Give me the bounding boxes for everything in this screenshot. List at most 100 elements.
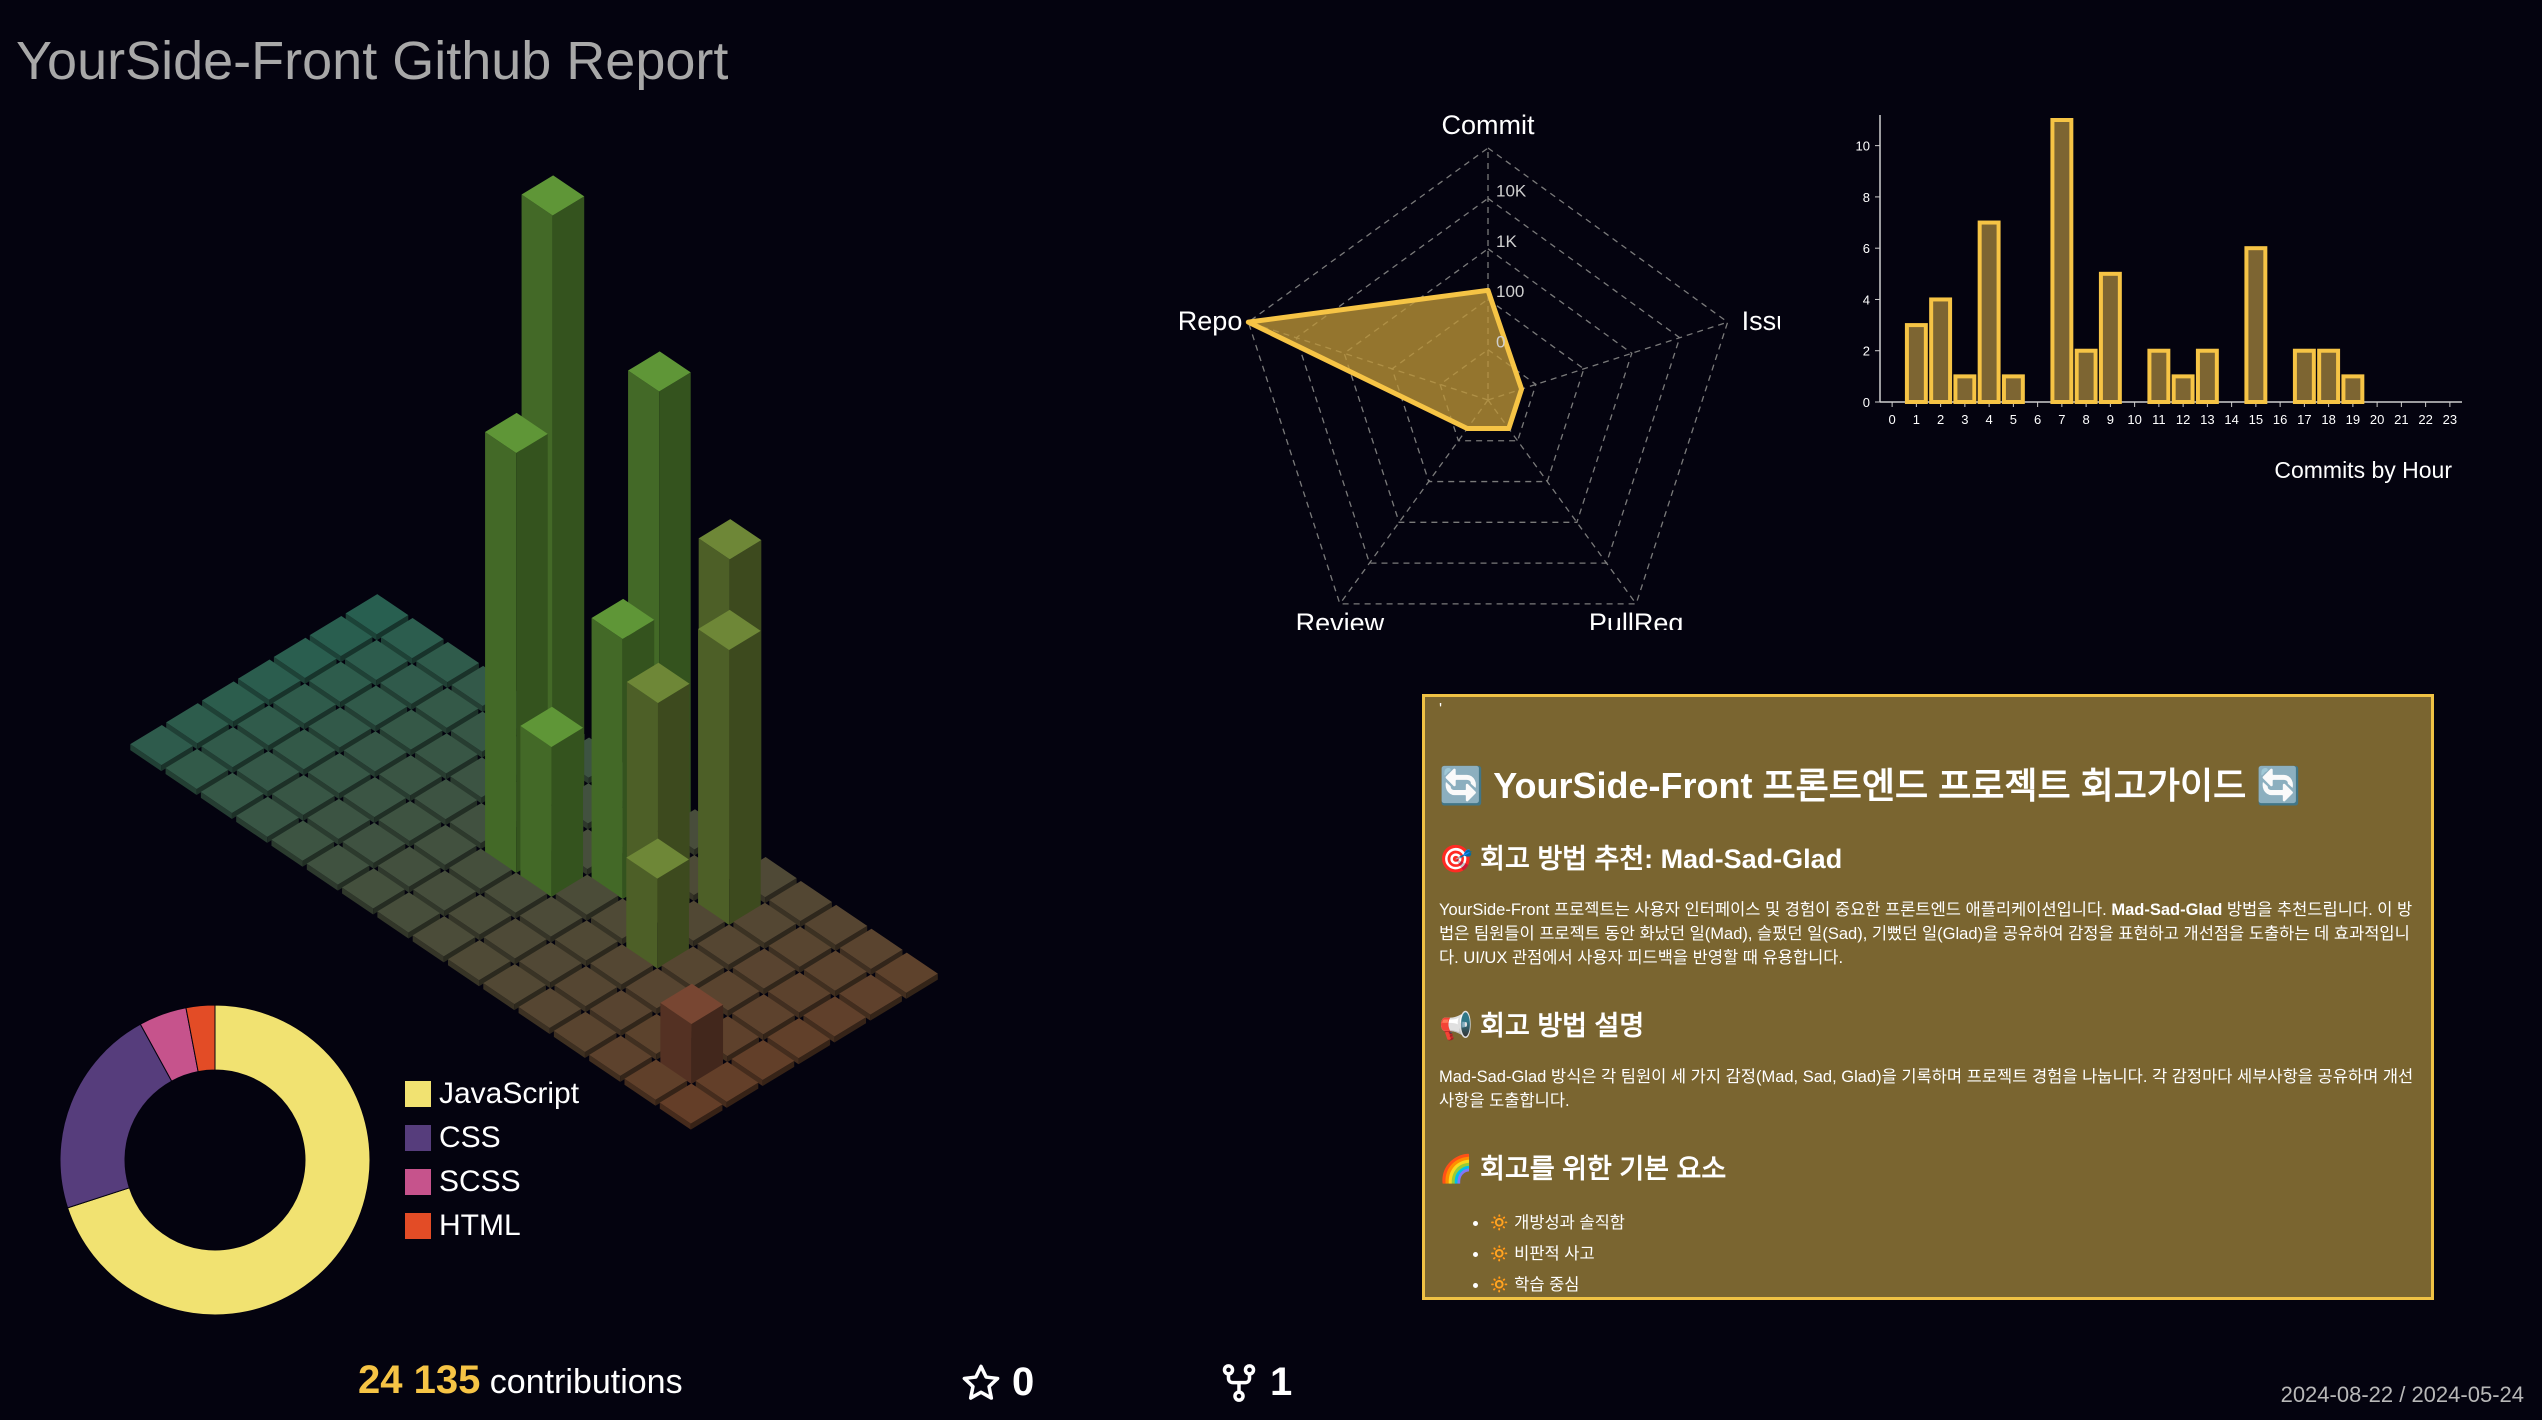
star-icon <box>962 1364 1000 1400</box>
cell-face-right <box>445 800 478 826</box>
stars-count: 0 <box>960 1360 1034 1405</box>
page-title: YourSide-Front Github Report <box>16 31 729 91</box>
contribution-cell <box>553 1011 617 1058</box>
cell-face-right <box>800 901 832 928</box>
cell-face-top <box>415 733 478 774</box>
cell-face-left <box>589 1054 621 1082</box>
x-tick-label: 4 <box>1986 412 1993 427</box>
cell-face-left <box>698 629 730 926</box>
fork-icon <box>1222 1363 1256 1402</box>
contribution-cell <box>518 987 582 1035</box>
cell-face-top <box>271 820 335 861</box>
cell-face-top <box>519 896 583 937</box>
cell-face-left <box>731 1059 763 1087</box>
cell-face-left <box>342 841 374 869</box>
retro-heading-text: YourSide-Front 프론트엔드 프로젝트 회고가이드 <box>1493 765 2247 806</box>
cell-face-left <box>343 750 375 778</box>
cell-face-top <box>626 662 690 703</box>
legend-item-scss: SCSS <box>405 1160 579 1204</box>
cell-face-left <box>697 943 729 971</box>
cell-face-left <box>201 746 233 774</box>
contribution-cell <box>589 989 653 1037</box>
cell-face-right <box>267 771 300 798</box>
x-tick-label: 11 <box>2152 412 2166 427</box>
cell-face-top <box>589 1035 652 1076</box>
cell-face-right <box>232 748 265 774</box>
contribution-cell <box>519 942 582 989</box>
cell-face-right <box>340 636 373 663</box>
cell-face-left <box>344 704 376 732</box>
cell-face-left <box>450 730 483 758</box>
section-title-text: 회고 방법 추천: Mad-Sad-Glad <box>1480 844 1843 874</box>
cell-face-right <box>550 963 582 989</box>
x-tick-label: 23 <box>2443 412 2457 427</box>
cell-face-top <box>379 755 442 796</box>
cell-face-right <box>304 658 337 684</box>
cell-face-left <box>309 635 341 663</box>
cell-face-right <box>375 706 408 732</box>
cell-face-right <box>339 728 372 754</box>
cell-face-right <box>409 821 442 848</box>
radar-area <box>1245 287 1525 432</box>
cell-face-left <box>415 752 447 780</box>
cell-face-right <box>479 915 512 941</box>
cell-face-top <box>520 706 584 747</box>
radar-axis-label-review: Review <box>1296 608 1385 630</box>
cell-face-left <box>485 432 517 874</box>
cell-face-left <box>803 1015 835 1043</box>
cell-face-right <box>412 639 444 665</box>
cell-face-left <box>660 1002 692 1084</box>
radar-scale-label: 1K <box>1496 232 1517 251</box>
sun-icon: 🔅 <box>1489 1245 1510 1263</box>
legend-swatch <box>405 1125 431 1151</box>
contribution-cell <box>624 1059 688 1106</box>
contribution-cell <box>484 872 548 919</box>
contribution-cell <box>309 661 372 708</box>
cell-face-left <box>449 822 481 850</box>
cell-face-top <box>732 948 796 989</box>
contribution-cell <box>378 800 442 848</box>
list-item: 🔅 학습 중심 <box>1489 1270 2417 1297</box>
cell-face-top <box>732 994 795 1035</box>
cell-face-top <box>306 844 370 885</box>
cell-face-right <box>835 925 868 952</box>
list-item: 🔅 비판적 사고 <box>1489 1239 2417 1270</box>
retro-heading: 🔄 YourSide-Front 프론트엔드 프로젝트 회고가이드 🔄 <box>1439 757 2417 809</box>
cell-face-left <box>272 748 304 776</box>
forks-count: 1 <box>1218 1360 1292 1405</box>
cell-face-left <box>661 965 693 993</box>
cell-face-top <box>519 942 582 983</box>
cell-face-right <box>302 841 335 867</box>
contribution-tower <box>698 609 761 926</box>
cell-face-left <box>165 768 197 796</box>
contribution-cell <box>661 946 725 993</box>
legend-label: JavaScript <box>439 1077 580 1110</box>
cell-face-top <box>659 1083 723 1124</box>
cell-face-right <box>373 843 406 869</box>
cell-face-top <box>307 798 371 839</box>
cell-face-left <box>309 680 341 708</box>
bar-hour-1 <box>1904 323 1928 404</box>
section-text-part: YourSide-Front 프로젝트는 사용자 인터페이스 및 경험이 중요한… <box>1439 901 2112 919</box>
contribution-cell <box>413 824 477 871</box>
cell-face-left <box>380 682 412 710</box>
y-tick-label: 0 <box>1863 395 1870 410</box>
cell-face-right <box>447 662 479 689</box>
cell-face-right <box>621 965 654 991</box>
cell-face-left <box>767 1037 799 1065</box>
cell-face-left <box>448 913 480 941</box>
cell-face-top <box>484 872 548 913</box>
bar-hour-11 <box>2147 348 2171 405</box>
cell-face-right <box>268 726 301 752</box>
x-tick-label: 2 <box>1937 412 1944 427</box>
sun-icon: 🔅 <box>1489 1276 1510 1294</box>
contribution-calendar-3d <box>130 175 938 1130</box>
cell-face-left <box>273 656 305 684</box>
legend-item-javascript: JavaScript <box>405 1072 579 1116</box>
cell-face-left <box>626 857 658 969</box>
cell-face-left <box>273 702 305 730</box>
bar-hour-2 <box>1929 297 1953 404</box>
cell-face-top <box>590 944 654 985</box>
cell-face-left <box>483 983 515 1011</box>
contribution-cell <box>345 594 409 641</box>
